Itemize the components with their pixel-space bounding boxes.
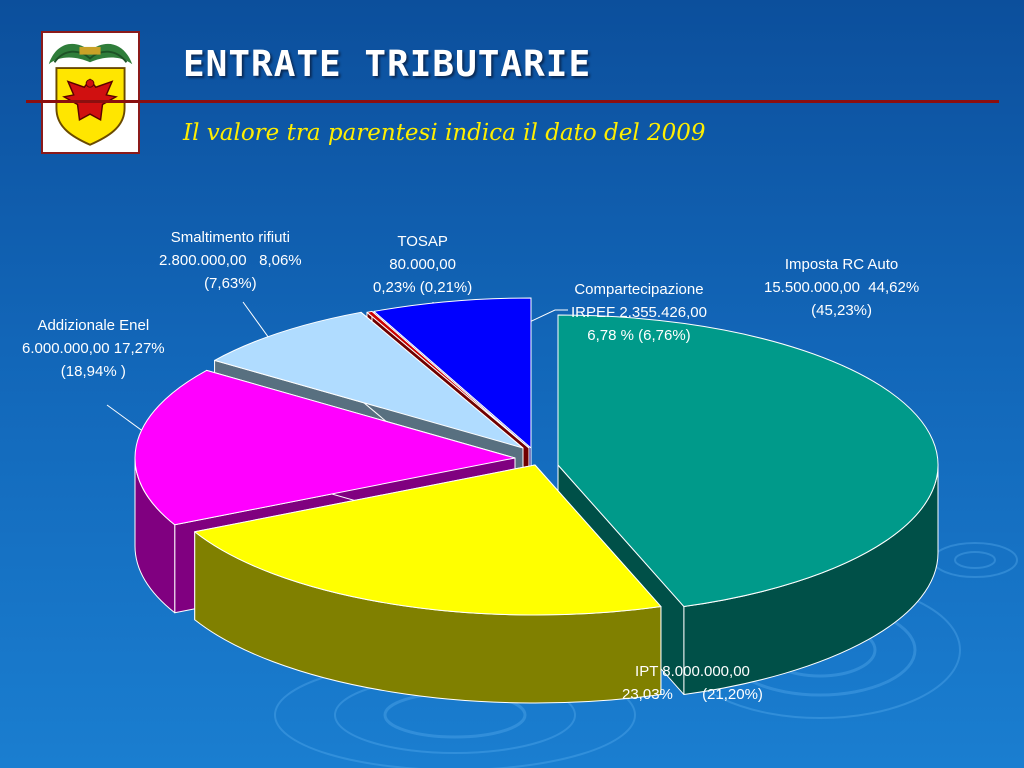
label-addizionale-enel-prev: (18,94% ) — [60, 363, 126, 380]
label-smaltimento-rifiuti-pct: 8,06% — [259, 252, 302, 269]
label-imposta-rc-auto-amount: 15.500.000,00 — [764, 279, 860, 296]
label-imposta-rc-auto: Imposta RC Auto 15.500.000,00 44,62% (45… — [764, 253, 919, 322]
label-ipt-pct: 23,03% — [622, 686, 673, 703]
label-smaltimento-rifiuti-prev: (7,63%) — [204, 275, 257, 292]
label-imposta-rc-auto-name: Imposta RC Auto — [784, 256, 899, 273]
label-addizionale-enel: Addizionale Enel 6.000.000,00 17,27% (18… — [22, 314, 165, 383]
label-smaltimento-rifiuti-name: Smaltimento rifiuti — [170, 229, 290, 246]
label-smaltimento-rifiuti-amount: 2.800.000,00 — [159, 252, 247, 269]
pie-slice-ipt — [194, 464, 662, 704]
label-tosap: TOSAP 80.000,00 0,23% (0,21%) — [373, 230, 472, 299]
label-compartecipazione-prev: (6,76%) — [638, 327, 691, 344]
label-addizionale-enel-name: Addizionale Enel — [37, 317, 150, 334]
label-smaltimento-rifiuti: Smaltimento rifiuti 2.800.000,00 8,06% (… — [159, 226, 302, 295]
label-compartecipazione-name: Compartecipazione — [574, 281, 704, 298]
label-compartecipazione-amount: 2.355.426,00 — [619, 304, 707, 321]
label-compartecipazione-pct: 6,78 % — [587, 327, 634, 344]
label-compartecipazione-irpef: Compartecipazione IRPEF 2.355.426,00 6,7… — [571, 278, 707, 347]
label-addizionale-enel-amount: 6.000.000,00 — [22, 340, 110, 357]
coat-of-arms-logo — [41, 31, 140, 154]
label-ipt-prev: (21,20%) — [702, 686, 763, 703]
label-ipt: IPT 8.000.000,00 23,03% (21,20%) — [622, 660, 763, 706]
slide-subtitle: Il valore tra parentesi indica il dato d… — [183, 120, 706, 146]
label-tosap-amount: 80.000,00 — [389, 256, 456, 273]
label-addizionale-enel-pct: 17,27% — [113, 340, 165, 357]
label-imposta-rc-auto-prev: (45,23%) — [811, 302, 873, 319]
title-rule — [26, 100, 999, 103]
label-compartecipazione-name2: IRPEF — [571, 304, 616, 321]
label-tosap-prev: (0,21%) — [419, 279, 473, 296]
label-tosap-name: TOSAP — [397, 233, 448, 250]
coat-of-arms-eagle-icon — [48, 43, 133, 146]
label-tosap-pct: 0,23% — [373, 279, 416, 296]
label-ipt-amount: 8.000.000,00 — [662, 663, 750, 680]
slide-title: ENTRATE TRIBUTARIE — [183, 44, 592, 85]
label-imposta-rc-auto-pct: 44,62% — [868, 279, 920, 296]
label-ipt-name: IPT — [635, 663, 659, 680]
